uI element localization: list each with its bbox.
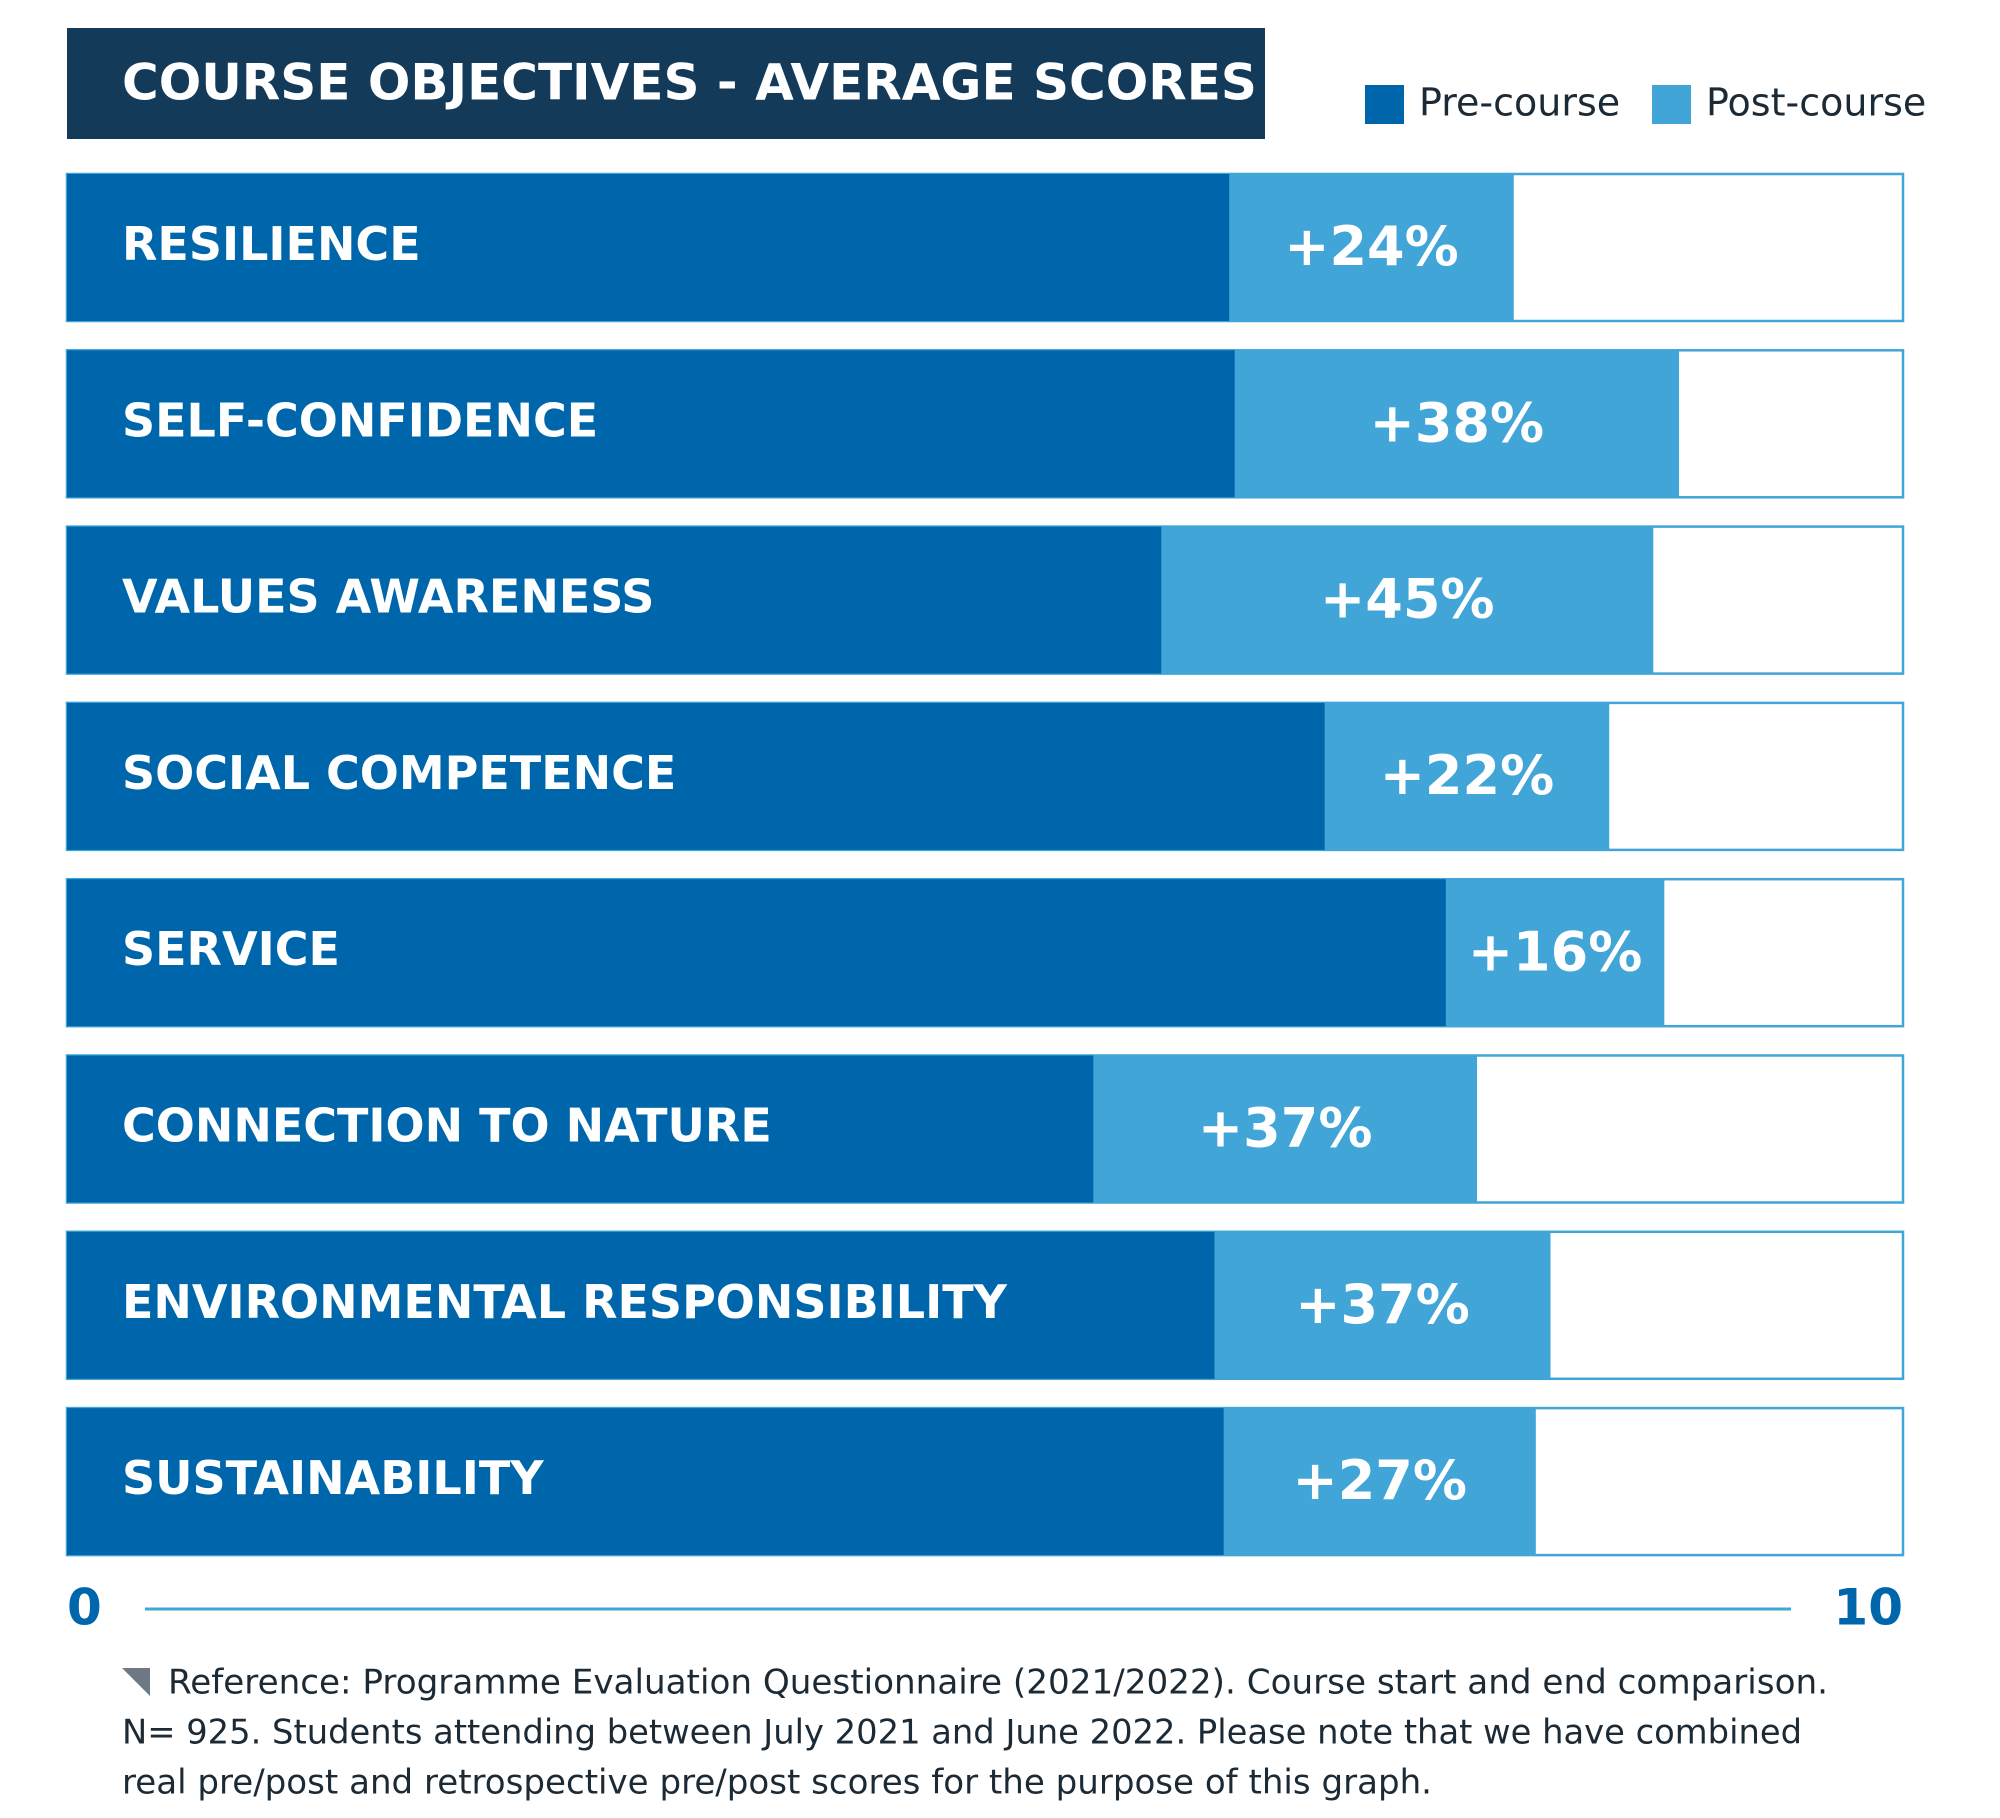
- legend-label: Post-course: [1706, 81, 1926, 125]
- chart-title: COURSE OBJECTIVES - AVERAGE SCORES: [122, 54, 1257, 112]
- bar-pre: [67, 702, 1325, 850]
- legend-swatch: [1652, 85, 1691, 124]
- category-label: SOCIAL COMPETENCE: [122, 746, 676, 800]
- bar-pre: [67, 879, 1446, 1027]
- footnote-icon: [122, 1668, 150, 1696]
- bar-pre: [67, 1408, 1224, 1556]
- change-label: +22%: [1380, 744, 1555, 807]
- change-label: +37%: [1295, 1273, 1470, 1336]
- change-label: +38%: [1370, 391, 1545, 454]
- category-label: SELF-CONFIDENCE: [122, 393, 598, 447]
- x-tick-label: 10: [1833, 1579, 1903, 1637]
- category-label: RESILIENCE: [122, 217, 421, 271]
- legend-label: Pre-course: [1419, 81, 1620, 125]
- footnote: real pre/post and retrospective pre/post…: [122, 1763, 1432, 1803]
- bar-pre: [67, 174, 1230, 321]
- change-label: +16%: [1468, 920, 1643, 983]
- bar-pre: [67, 1055, 1094, 1203]
- legend-swatch: [1365, 85, 1404, 124]
- footnote: Reference: Programme Evaluation Question…: [168, 1663, 1828, 1703]
- category-label: SUSTAINABILITY: [122, 1451, 544, 1505]
- change-label: +45%: [1320, 568, 1495, 631]
- category-label: SERVICE: [122, 922, 340, 976]
- category-label: ENVIRONMENTAL RESPONSIBILITY: [122, 1275, 1008, 1329]
- change-label: +37%: [1198, 1097, 1373, 1160]
- category-label: VALUES AWARENESS: [122, 570, 654, 624]
- bar-pre: [67, 350, 1235, 498]
- title-box: [67, 28, 1265, 139]
- bar-pre: [67, 1231, 1215, 1379]
- footnote: N= 925. Students attending between July …: [122, 1713, 1802, 1753]
- x-tick-label: 0: [67, 1579, 102, 1637]
- change-label: +24%: [1284, 215, 1459, 278]
- bar-pre: [67, 526, 1162, 674]
- change-label: +27%: [1292, 1449, 1467, 1512]
- category-label: CONNECTION TO NATURE: [122, 1099, 772, 1153]
